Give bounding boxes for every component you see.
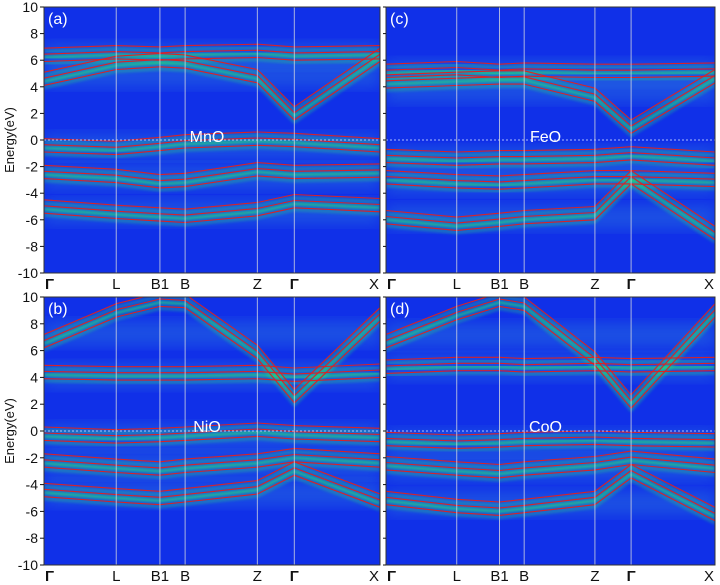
- panel-label: (a): [48, 11, 68, 28]
- panel-label: (c): [390, 11, 409, 28]
- y-axis-label: Energy(eV): [2, 398, 17, 464]
- kpoint-label-z: Z: [590, 276, 599, 293]
- panel-mno: (a) MnO Γ L B1 B Z Γ X 10 8 6 4 2 0 -2 -4 -6 -8 -10 Energy(e…: [2, 0, 381, 293]
- kpoint-label-gamma-mid: Γ: [627, 276, 636, 293]
- ytick-label: 4: [30, 369, 38, 385]
- kpoint-label-b: B: [519, 568, 529, 585]
- kpoint-label-x: X: [704, 568, 714, 585]
- ytick-label: 10: [22, 289, 38, 305]
- ytick-label: -2: [26, 450, 39, 466]
- ytick-label: 2: [30, 105, 38, 121]
- kpoint-label-b1: B1: [490, 568, 508, 585]
- ytick-label: 8: [30, 316, 38, 332]
- material-label: CoO: [529, 419, 562, 436]
- ytick-label: 6: [30, 343, 38, 359]
- ytick-label: 10: [22, 0, 38, 15]
- ytick-label: 0: [30, 132, 38, 148]
- spectral-haze-conduction_low: [44, 321, 380, 346]
- kpoint-label-b: B: [180, 276, 190, 293]
- kpoint-label-x: X: [369, 276, 379, 293]
- ytick-label: 4: [30, 79, 38, 95]
- ytick-label: -8: [26, 238, 39, 254]
- kpoint-label-z: Z: [590, 568, 599, 585]
- ytick-label: -6: [26, 503, 39, 519]
- ytick-label: -4: [26, 185, 39, 201]
- kpoint-label-gamma-mid: Γ: [290, 276, 299, 293]
- ytick-label: -10: [18, 557, 38, 573]
- ytick-label: -10: [18, 265, 38, 281]
- ytick-label: -2: [26, 159, 39, 175]
- ytick-label: -8: [26, 530, 39, 546]
- spectral-region: [386, 60, 715, 243]
- kpoint-label-l: L: [453, 276, 461, 293]
- ytick-label: 8: [30, 26, 38, 42]
- kpoint-label-x: X: [704, 276, 714, 293]
- kpoint-label-l: L: [453, 568, 461, 585]
- panel-nio: (b) NiO Γ L B1 B Z Γ X 10 8 6 4 2 0 -2 -4 -6 -8 -10 Energy(e…: [2, 289, 381, 585]
- kpoint-label-b: B: [180, 568, 190, 585]
- kpoint-label-gamma-start: Γ: [387, 276, 396, 293]
- kpoint-label-z: Z: [253, 568, 262, 585]
- kpoint-label-l: L: [112, 568, 120, 585]
- kpoint-label-gamma-start: Γ: [387, 568, 396, 585]
- kpoint-label-gamma-mid: Γ: [290, 568, 299, 585]
- ytick-label: 6: [30, 52, 38, 68]
- kpoint-label-b: B: [519, 276, 529, 293]
- kpoint-label-b1: B1: [490, 276, 508, 293]
- kpoint-label-gamma-mid: Γ: [627, 568, 636, 585]
- material-label: MnO: [190, 129, 225, 146]
- ytick-label: -4: [26, 477, 39, 493]
- kpoint-label-b1: B1: [151, 568, 169, 585]
- kpoint-label-b1: B1: [151, 276, 169, 293]
- ytick-label: -6: [26, 212, 39, 228]
- ytick-label: 0: [30, 423, 38, 439]
- kpoint-label-x: X: [369, 568, 379, 585]
- kpoint-label-l: L: [112, 276, 120, 293]
- panel-label: (d): [390, 301, 410, 318]
- kpoint-label-gamma-start: Γ: [45, 276, 54, 293]
- panel-feo: (c) FeO Γ L B1 B Z Γ X: [383, 6, 716, 293]
- kpoint-label-gamma-start: Γ: [45, 568, 54, 585]
- panel-label: (b): [48, 301, 68, 318]
- material-label: FeO: [530, 129, 561, 146]
- ytick-label: 2: [30, 396, 38, 412]
- material-label: NiO: [193, 419, 221, 436]
- kpoint-label-z: Z: [253, 276, 262, 293]
- y-axis-label: Energy(eV): [2, 107, 17, 173]
- panel-coo: (d) CoO Γ L B1 B Z Γ X: [383, 296, 716, 585]
